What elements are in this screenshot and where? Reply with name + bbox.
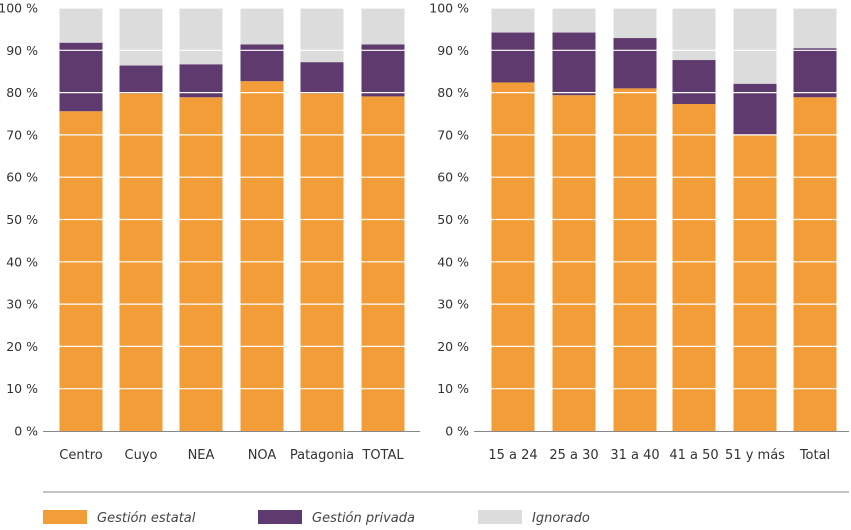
y-tick-label: 0 % (445, 424, 469, 439)
legend-label-gestion-privada: Gestión privada (312, 511, 415, 526)
y-tick-label: 70 % (437, 127, 469, 142)
y-tick-label: 100 % (0, 1, 38, 16)
y-tick-label: 20 % (6, 339, 38, 354)
bar-segment-gestion-privada-2 (119, 65, 163, 94)
bar-segment-gestion-privada-1 (491, 32, 535, 83)
bar-segment-gestion-privada-1 (59, 42, 103, 112)
y-tick-label: 10 % (6, 381, 38, 396)
bar-segment-gestion-estatal-4 (672, 104, 716, 432)
x-category-label: 41 a 50 (669, 448, 718, 463)
bar-segment-gestion-privada-4 (672, 60, 716, 105)
y-tick-label: 30 % (437, 297, 469, 312)
y-tick-label: 40 % (6, 254, 38, 269)
bar-segment-ignorado-1 (491, 8, 535, 33)
legend-swatch-gestion-privada (258, 510, 302, 524)
bar-segment-gestion-estatal-1 (491, 82, 535, 431)
y-tick-label: 10 % (437, 381, 469, 396)
x-category-label: TOTAL (361, 448, 404, 463)
bar-segment-gestion-estatal-2 (552, 95, 596, 431)
y-tick-label: 40 % (437, 254, 469, 269)
y-tick-label: 80 % (437, 85, 469, 100)
bar-segment-gestion-estatal-1 (59, 111, 103, 431)
bar-segment-ignorado-6 (793, 8, 837, 49)
legend-swatch-ignorado (478, 510, 522, 524)
bar-segment-gestion-privada-2 (552, 32, 596, 96)
bar-segment-gestion-privada-6 (361, 44, 405, 97)
legend-swatch-gestion-estatal (43, 510, 87, 524)
bar-segment-gestion-estatal-5 (733, 134, 777, 432)
bar-segment-ignorado-4 (672, 8, 716, 61)
x-category-label: Total (799, 448, 830, 463)
bar-segment-ignorado-4 (240, 8, 284, 45)
x-category-label: 31 a 40 (610, 448, 659, 463)
x-category-label: NOA (248, 448, 277, 463)
y-tick-label: 60 % (6, 170, 38, 185)
chart-panel-age-groups: 0 % 10 % 20 % 30 % 40 % 50 % 60 % 70 % 80 % 90 % 1… (429, 1, 849, 463)
bar-segment-ignorado-5 (733, 8, 777, 84)
bar-segment-gestion-estatal-6 (361, 96, 405, 432)
bar-segment-ignorado-6 (361, 8, 405, 45)
y-tick-label: 50 % (6, 212, 38, 227)
legend-label-gestion-estatal: Gestión estatal (97, 511, 196, 526)
bar-segment-ignorado-2 (552, 8, 596, 33)
x-category-label: 15 a 24 (488, 448, 537, 463)
y-tick-label: 90 % (437, 43, 469, 58)
legend: Gestión estatal Gestión privada Ignorado (43, 510, 590, 526)
bar-segment-gestion-estatal-6 (793, 97, 837, 432)
y-tick-label: 0 % (14, 424, 38, 439)
x-category-label: Patagonia (290, 448, 354, 463)
bar-segment-gestion-estatal-3 (613, 88, 657, 432)
bar-segment-gestion-estatal-3 (179, 97, 223, 432)
bar-segment-ignorado-3 (613, 8, 657, 39)
x-category-label: 51 y más (725, 448, 785, 463)
bar-segment-gestion-privada-3 (613, 38, 657, 89)
chart-panel-regions: 0 % 10 % 20 % 30 % 40 % 50 % 60 % 70 % 80 % 90 % 1… (0, 1, 420, 463)
bar-segment-gestion-privada-6 (793, 48, 837, 98)
y-tick-label: 30 % (6, 297, 38, 312)
bar-segment-ignorado-1 (59, 8, 103, 43)
y-tick-label: 80 % (6, 85, 38, 100)
bar-segment-ignorado-5 (300, 8, 344, 63)
y-tick-label: 70 % (6, 127, 38, 142)
bar-segment-ignorado-3 (179, 8, 223, 65)
y-tick-label: 50 % (437, 212, 469, 227)
y-tick-label: 60 % (437, 170, 469, 185)
x-category-label: NEA (188, 448, 215, 463)
y-tick-label: 100 % (429, 1, 469, 16)
bar-segment-gestion-estatal-4 (240, 81, 284, 431)
y-tick-label: 20 % (437, 339, 469, 354)
x-category-label: 25 a 30 (549, 448, 598, 463)
y-tick-label: 90 % (6, 43, 38, 58)
bar-segment-gestion-privada-5 (733, 83, 777, 135)
x-category-label: Centro (59, 448, 102, 463)
x-category-label: Cuyo (125, 448, 158, 463)
legend-label-ignorado: Ignorado (532, 511, 590, 526)
bar-segment-gestion-privada-5 (300, 62, 344, 94)
bar-segment-gestion-privada-3 (179, 64, 223, 98)
bar-segment-ignorado-2 (119, 8, 163, 66)
